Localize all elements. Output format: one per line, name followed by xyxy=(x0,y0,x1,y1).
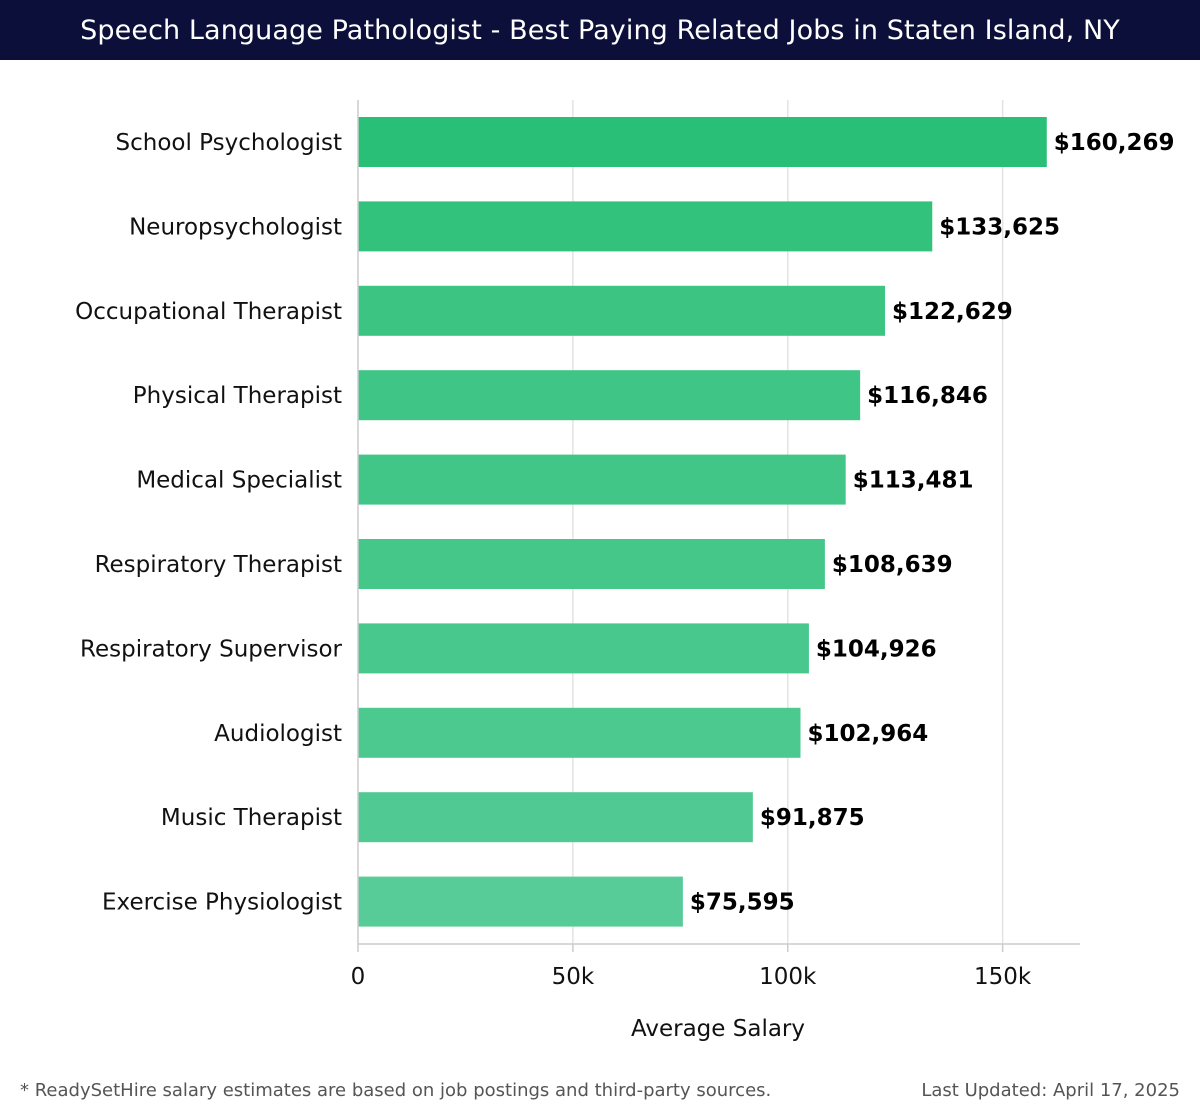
bar xyxy=(358,285,886,336)
bar xyxy=(358,792,753,843)
category-label: Medical Specialist xyxy=(136,468,342,494)
x-tick-label: 150k xyxy=(974,964,1032,990)
category-label: Music Therapist xyxy=(161,805,342,831)
value-label: $116,846 xyxy=(867,383,988,409)
bar xyxy=(358,117,1047,167)
value-label: $113,481 xyxy=(853,468,974,494)
x-tick-label: 100k xyxy=(759,964,817,990)
bar xyxy=(358,623,809,674)
category-label: Respiratory Supervisor xyxy=(80,636,343,662)
bar xyxy=(358,876,683,927)
x-axis-title: Average Salary xyxy=(631,1016,805,1042)
bars: School Psychologist $160,269 Neuropsycholo… xyxy=(75,117,1175,927)
axes: 0 50k 100k 150k xyxy=(351,100,1080,990)
bar xyxy=(358,370,861,421)
category-label: Neuropsychologist xyxy=(129,214,342,240)
category-label: Occupational Therapist xyxy=(75,299,342,325)
x-tick-label: 0 xyxy=(351,964,366,990)
last-updated: Last Updated: April 17, 2025 xyxy=(921,1080,1180,1101)
value-label: $160,269 xyxy=(1054,130,1175,156)
value-label: $102,964 xyxy=(808,721,929,747)
category-label: School Psychologist xyxy=(116,130,342,156)
value-label: $122,629 xyxy=(892,299,1013,325)
bar xyxy=(358,707,801,758)
value-label: $133,625 xyxy=(939,214,1060,240)
value-label: $91,875 xyxy=(760,805,865,831)
value-label: $75,595 xyxy=(690,890,795,916)
x-tick-label: 50k xyxy=(552,964,595,990)
bar xyxy=(358,539,825,589)
category-label: Exercise Physiologist xyxy=(102,890,342,916)
footer-note: * ReadySetHire salary estimates are base… xyxy=(20,1080,772,1101)
chart-header: Speech Language Pathologist - Best Payin… xyxy=(0,0,1200,60)
category-label: Physical Therapist xyxy=(133,383,342,409)
chart-title: Speech Language Pathologist - Best Payin… xyxy=(80,14,1120,46)
bar xyxy=(358,454,846,505)
value-label: $104,926 xyxy=(816,636,937,662)
bar xyxy=(358,201,933,252)
category-label: Audiologist xyxy=(214,721,342,747)
category-label: Respiratory Therapist xyxy=(95,552,342,578)
value-label: $108,639 xyxy=(832,552,953,578)
